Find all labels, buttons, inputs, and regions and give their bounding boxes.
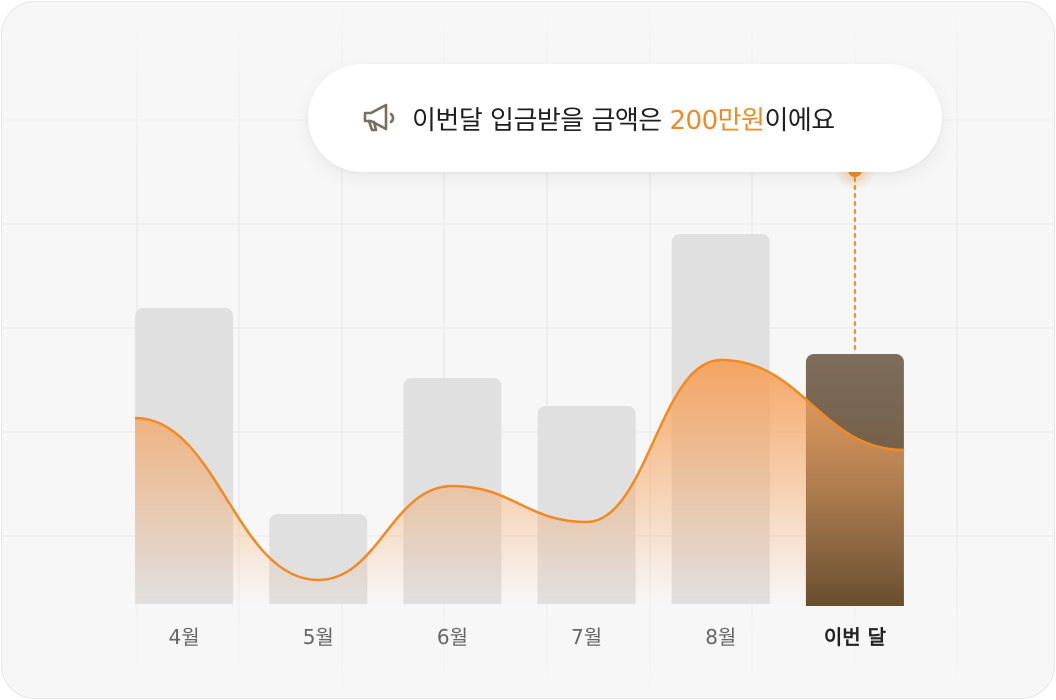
callout-text-after: 이에요: [764, 105, 835, 136]
category-label-2: 6월: [437, 625, 468, 649]
category-labels: 4월 5월 6월 7월 8월 이번 달: [169, 625, 887, 649]
megaphone-icon: [360, 98, 400, 138]
line-path: [135, 358, 904, 582]
category-label-5: 이번 달: [824, 625, 887, 649]
line-series: [135, 358, 904, 604]
current-month-marker: [834, 150, 875, 355]
category-label-1: 5월: [303, 625, 334, 649]
callout-text-before: 이번달 입금받을 금액은: [412, 105, 670, 136]
category-label-4: 8월: [705, 625, 736, 649]
amount-callout: 이번달 입금받을 금액은 200만원이에요: [308, 64, 942, 172]
callout-amount: 200만원: [669, 105, 765, 136]
category-label-0: 4월: [169, 625, 200, 649]
category-label-3: 7월: [571, 625, 602, 649]
callout-text: 이번달 입금받을 금액은 200만원이에요: [412, 100, 835, 137]
line-area: [135, 360, 904, 604]
